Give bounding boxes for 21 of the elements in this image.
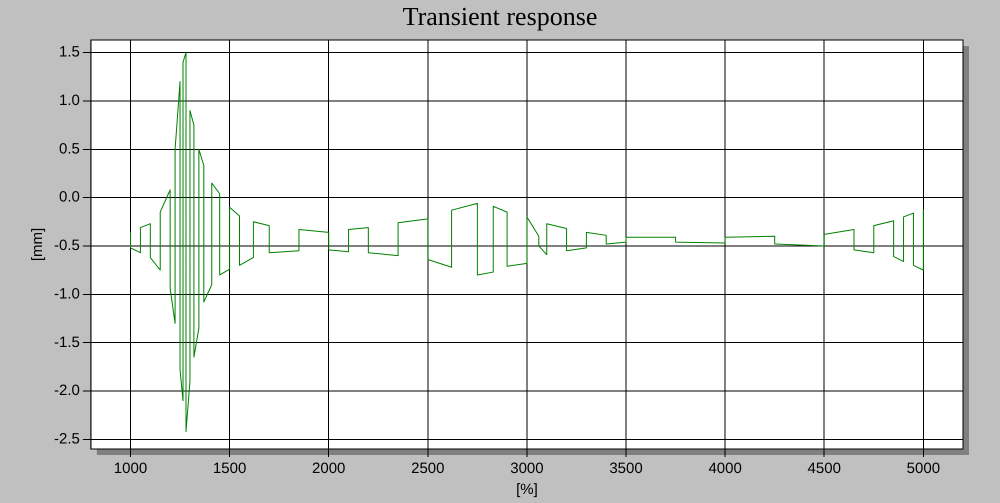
- x-tick-label: 4000: [708, 460, 742, 478]
- x-tick-label: 2500: [411, 460, 445, 478]
- y-tick-label: 0.0: [58, 188, 80, 206]
- y-tick-label: -1.5: [54, 334, 80, 351]
- x-tick-label: 1500: [212, 460, 246, 478]
- y-axis-title: [mm]: [29, 228, 46, 262]
- y-tick-label: -1.0: [54, 285, 80, 302]
- x-tick-label: 3000: [510, 460, 544, 478]
- x-tick-label: 4500: [808, 460, 841, 478]
- x-tick-label: 2000: [312, 460, 346, 478]
- y-tick-label: -0.5: [54, 237, 80, 254]
- y-tick-label: 1.0: [58, 92, 80, 110]
- x-tick-label: 1000: [114, 460, 148, 478]
- x-tick-label: 5000: [906, 460, 940, 478]
- y-tick-label: -2.5: [54, 430, 80, 448]
- y-tick-label: 0.5: [58, 140, 80, 158]
- x-tick-label: 3500: [609, 460, 643, 478]
- chart-title: Transient response: [402, 2, 598, 32]
- y-tick-label: 1.5: [58, 44, 80, 61]
- y-tick-label: -2.0: [54, 382, 80, 400]
- x-axis-title: [%]: [516, 481, 538, 498]
